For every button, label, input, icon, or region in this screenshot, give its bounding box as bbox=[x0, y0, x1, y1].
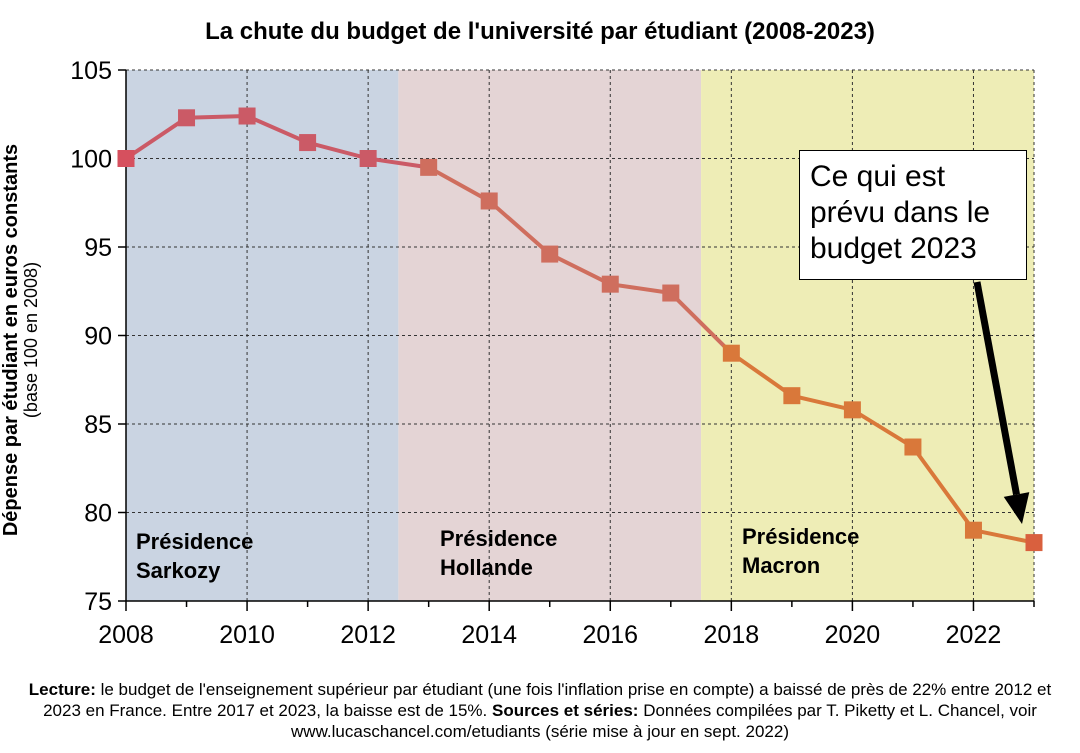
data-point bbox=[964, 521, 982, 539]
footnote: Lecture: le budget de l'enseignement sup… bbox=[20, 679, 1060, 742]
series-segment bbox=[971, 528, 1036, 545]
y-tick-label: 95 bbox=[84, 234, 112, 262]
series-segment bbox=[124, 115, 189, 161]
data-point bbox=[420, 158, 438, 176]
series-segment bbox=[184, 114, 250, 120]
series-segment bbox=[608, 282, 673, 296]
data-point bbox=[480, 192, 498, 210]
x-tick-label: 2012 bbox=[340, 621, 396, 649]
x-tick-label: 2010 bbox=[219, 621, 275, 649]
y-tick-label: 100 bbox=[70, 146, 112, 174]
data-point bbox=[541, 245, 559, 263]
y-tick-label: 80 bbox=[84, 500, 112, 528]
x-tick-label: 2018 bbox=[704, 621, 760, 649]
region-label-line1: Présidence bbox=[742, 524, 860, 549]
footnote-lecture-label: Lecture: bbox=[28, 680, 96, 699]
x-tick-label: 2008 bbox=[98, 621, 154, 649]
callout-arrow bbox=[973, 281, 1030, 524]
y-tick-label: 75 bbox=[84, 588, 112, 616]
arrow-head bbox=[1003, 492, 1030, 524]
region-label-sarkozy: Présidence Sarkozy bbox=[136, 527, 253, 585]
data-point bbox=[178, 109, 196, 127]
series-segment bbox=[547, 252, 613, 287]
chart-title: La chute du budget de l'université par é… bbox=[205, 18, 875, 45]
series-segment bbox=[789, 393, 855, 412]
x-tick-label: 2022 bbox=[946, 621, 1002, 649]
y-tick-label: 85 bbox=[84, 411, 112, 439]
x-tick-label: 2016 bbox=[582, 621, 638, 649]
data-point bbox=[722, 344, 740, 362]
data-point bbox=[1025, 534, 1043, 552]
callout-line: prévu dans le bbox=[810, 196, 991, 229]
footnote-sources-label: Sources et séries: bbox=[492, 701, 639, 720]
series-segment bbox=[366, 156, 431, 170]
data-point bbox=[601, 275, 619, 293]
data-point bbox=[359, 150, 377, 167]
region-label-macron: Présidence Macron bbox=[742, 522, 859, 580]
axes: 75 80 85 90 95 100 105 2008 2010 2012 2014 2016 2018… bbox=[70, 57, 1035, 649]
series-segment bbox=[729, 351, 794, 398]
annotation-callout: Ce qui est prévu dans le budget 2023 bbox=[799, 150, 1027, 280]
series-segment bbox=[426, 165, 492, 203]
region-label-line2: Sarkozy bbox=[136, 558, 221, 583]
series-segment bbox=[305, 140, 371, 161]
callout-line: budget 2023 bbox=[810, 232, 977, 265]
y-tick-label: 90 bbox=[84, 323, 112, 351]
region-label-line2: Hollande bbox=[440, 555, 533, 580]
data-point bbox=[662, 284, 680, 302]
footnote-lecture-text: le budget de l'enseignement supérieur pa… bbox=[43, 680, 1052, 720]
series-segment bbox=[245, 114, 310, 145]
region-label-line1: Présidence bbox=[440, 526, 558, 551]
x-tick-label: 2020 bbox=[825, 621, 881, 649]
arrow-shaft bbox=[973, 281, 1020, 496]
y-axis-subtitle: (base 100 en 2008) bbox=[21, 261, 41, 419]
data-point bbox=[843, 401, 861, 419]
y-tick-label: 105 bbox=[70, 57, 112, 85]
data-point bbox=[117, 150, 135, 167]
region-background bbox=[126, 70, 399, 601]
gridlines bbox=[126, 69, 1035, 601]
series-segment bbox=[910, 445, 976, 533]
y-axis-title: Dépense par étudiant en euros constants bbox=[0, 143, 22, 537]
data-point bbox=[904, 438, 922, 456]
callout-line: Ce qui est bbox=[810, 160, 946, 193]
region-label-line1: Présidence bbox=[136, 529, 254, 554]
x-tick-label: 2014 bbox=[461, 621, 517, 649]
data-point bbox=[783, 387, 801, 405]
series-segment bbox=[668, 291, 734, 356]
region-label-hollande: Présidence Hollande bbox=[440, 524, 557, 582]
series-budget bbox=[117, 107, 1043, 552]
series-segment bbox=[850, 407, 915, 450]
data-point bbox=[238, 107, 256, 125]
data-point bbox=[299, 134, 317, 152]
footnote-sources-text: Données compilées par T. Piketty et L. C… bbox=[291, 701, 1037, 741]
series-segment bbox=[487, 198, 552, 257]
region-label-line2: Macron bbox=[742, 553, 821, 578]
